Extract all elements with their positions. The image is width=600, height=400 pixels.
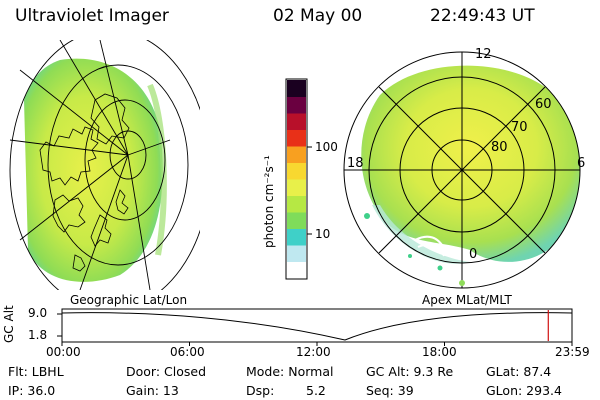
- timeline-xtick-2359: 23:59: [555, 345, 590, 359]
- colorbar-strip: [287, 113, 306, 130]
- colorbar-tick-10: 10: [315, 227, 331, 241]
- mlt-label-12: 12: [475, 47, 492, 62]
- colorbar: [285, 78, 312, 280]
- colorbar-strip: [287, 261, 306, 279]
- observation-date: 02 May 00: [273, 6, 363, 26]
- mlt-label-6: 6: [577, 156, 586, 171]
- mode-info: Mode: Normal: [246, 364, 334, 379]
- seq-info: Seq: 39: [366, 383, 414, 398]
- gain-info: Gain: 13: [126, 383, 179, 398]
- observation-time: 22:49:43 UT: [430, 6, 535, 26]
- timeline-ytick-low: 1.8: [28, 328, 48, 342]
- timeline-xtick-1800: 18:00: [422, 345, 457, 359]
- mlt-label-0: 0: [469, 247, 478, 262]
- colorbar-strip: [287, 96, 306, 114]
- coastlines: [39, 93, 130, 272]
- colorbar-label: photon cm⁻²s⁻¹: [262, 155, 276, 248]
- geographic-image: [9, 40, 200, 290]
- colorbar-strip: [287, 195, 306, 213]
- glon-info: GLon: 293.4: [486, 383, 562, 398]
- lat-label-60: 60: [535, 97, 552, 112]
- filter-info: Flt: LBHL: [8, 364, 64, 379]
- colorbar-strip: [287, 212, 306, 229]
- polar-plot: [343, 51, 581, 289]
- colorbar-strip: [287, 146, 306, 163]
- lat-label-80: 80: [491, 140, 508, 155]
- timeline-xtick-0000: 00:00: [46, 345, 81, 359]
- timeline-xtick-1200: 12:00: [296, 345, 331, 359]
- colorbar-strip: [287, 162, 306, 180]
- lat-label-70: 70: [511, 120, 528, 135]
- door-info: Door: Closed: [126, 364, 207, 379]
- timeline-ytick-high: 9.0: [28, 306, 48, 320]
- timeline-xtick-0600: 06:00: [170, 345, 205, 359]
- left-map-label: Geographic Lat/Lon: [70, 293, 188, 307]
- colorbar-strip: [287, 80, 306, 97]
- timeline-axis-label: GC Alt: [2, 305, 16, 343]
- right-map-label: Apex MLat/MLT: [422, 293, 512, 307]
- instrument-title: Ultraviolet Imager: [15, 6, 169, 26]
- mlt-label-18: 18: [347, 156, 364, 171]
- colorbar-strip: [287, 129, 306, 147]
- glat-info: GLat: 87.4: [486, 364, 552, 379]
- gc-alt-info: GC Alt: 9.3 Re: [366, 364, 454, 379]
- dsp-value: 5.2: [306, 383, 326, 398]
- colorbar-strip: [287, 228, 306, 246]
- colorbar-strip: [287, 245, 306, 262]
- ip-info: IP: 36.0: [8, 383, 56, 398]
- colorbar-tick-100: 100: [315, 140, 338, 154]
- altitude-timeline: [57, 308, 573, 346]
- dsp-label: Dsp:: [246, 383, 275, 398]
- colorbar-strip: [287, 179, 306, 196]
